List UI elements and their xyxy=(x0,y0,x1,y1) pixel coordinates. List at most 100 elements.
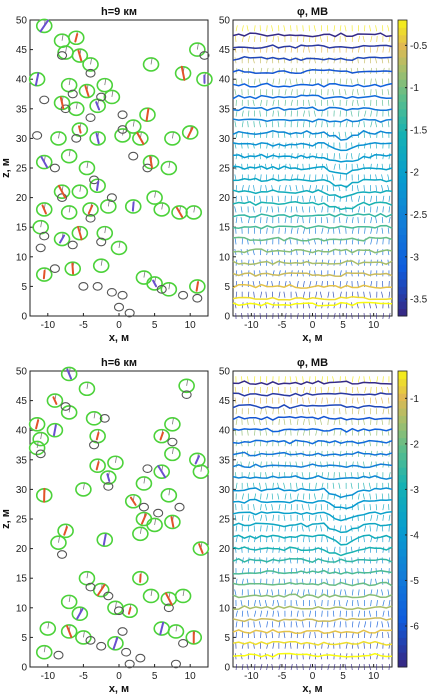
colorbar-segment xyxy=(398,249,407,258)
field-arrow xyxy=(315,504,317,511)
green-circle-marker xyxy=(35,154,53,170)
colorbar-segment xyxy=(398,489,407,498)
field-arrow xyxy=(265,472,267,479)
gray-circle-marker xyxy=(96,237,107,247)
field-arrow xyxy=(369,504,371,511)
field-arrow xyxy=(339,174,342,181)
field-arrow xyxy=(358,376,360,383)
field-arrow xyxy=(339,270,342,277)
colorbar-segment xyxy=(398,197,407,206)
green-circle-marker xyxy=(185,630,203,645)
field-arrow xyxy=(277,35,280,42)
contour-line xyxy=(232,557,393,564)
green-circle-marker xyxy=(75,630,92,645)
field-arrow xyxy=(302,89,305,96)
field-arrow xyxy=(265,504,267,511)
field-arrow xyxy=(234,89,237,96)
gray-circle-marker xyxy=(56,51,68,60)
y-tick-label: 35 xyxy=(16,455,28,466)
field-arrow xyxy=(363,397,365,404)
green-circle-marker xyxy=(53,231,71,247)
field-arrow xyxy=(241,514,244,521)
gray-circle-marker xyxy=(142,464,153,474)
field-arrow xyxy=(290,408,293,415)
chart-title-3: h=6 км xyxy=(101,357,137,369)
discharge-trace xyxy=(131,201,135,212)
gray-circle-marker xyxy=(153,508,164,518)
field-arrow xyxy=(309,217,311,224)
stem-line xyxy=(47,622,50,629)
field-arrow xyxy=(351,429,354,436)
field-arrow xyxy=(327,291,330,298)
field-arrow xyxy=(260,174,262,181)
field-arrow xyxy=(302,621,304,628)
green-circle-marker xyxy=(71,606,89,622)
colorbar-segment xyxy=(398,168,407,176)
field-arrow xyxy=(358,35,360,43)
field-arrow xyxy=(376,227,378,234)
field-arrow xyxy=(259,429,261,436)
field-arrow xyxy=(277,131,280,138)
y-tick-label: 50 xyxy=(219,367,231,378)
x-tick-label: -10 xyxy=(41,320,56,331)
field-arrow xyxy=(266,153,269,160)
discharge-trace xyxy=(35,419,40,430)
field-arrow xyxy=(234,589,237,596)
green-circle-marker xyxy=(92,258,110,273)
field-arrow xyxy=(235,153,238,160)
green-circle-marker xyxy=(181,125,199,140)
field-arrow xyxy=(295,376,298,383)
field-arrow xyxy=(265,185,267,192)
stem-line xyxy=(36,441,39,449)
stem-line xyxy=(83,631,85,638)
contour-line xyxy=(232,106,393,112)
field-arrow xyxy=(295,142,298,149)
gray-circle-marker xyxy=(124,659,135,669)
colorbar-segment xyxy=(398,71,407,80)
gray-circle-marker xyxy=(85,213,96,223)
stem-line xyxy=(86,382,89,389)
green-circle-marker xyxy=(124,199,142,214)
green-circle-marker xyxy=(89,131,106,146)
colorbar-segment xyxy=(398,20,407,28)
discharge-trace xyxy=(76,607,84,620)
field-arrow xyxy=(271,461,274,468)
colorbar-tick-label: -1.5 xyxy=(410,125,428,136)
stem-line xyxy=(172,447,174,454)
field-arrow xyxy=(381,578,384,585)
green-circle-marker xyxy=(142,154,160,170)
field-arrow xyxy=(345,110,348,117)
field-arrow xyxy=(296,195,299,202)
field-arrow xyxy=(364,227,366,234)
field-arrow xyxy=(247,418,249,425)
field-arrow xyxy=(370,238,373,245)
field-arrow xyxy=(369,653,371,660)
plot-area-3 xyxy=(29,370,209,668)
field-arrow xyxy=(332,185,335,192)
discharge-trace xyxy=(95,461,100,471)
colorbar-segment xyxy=(398,27,407,36)
field-arrow xyxy=(259,270,261,277)
y-tick-label: 35 xyxy=(16,104,28,115)
field-arrow xyxy=(295,185,298,192)
field-arrow xyxy=(370,217,373,224)
field-arrow xyxy=(259,153,261,160)
x-tick-label: 5 xyxy=(340,671,346,682)
green-circle-marker xyxy=(82,202,99,217)
field-arrow xyxy=(381,525,384,532)
field-arrow xyxy=(382,195,385,202)
field-arrow xyxy=(241,25,244,32)
field-arrow xyxy=(247,121,249,128)
field-arrow xyxy=(313,206,316,213)
field-arrow xyxy=(388,600,391,607)
field-marks-2 xyxy=(232,25,393,320)
field-arrow xyxy=(252,206,255,213)
chart-title-4: φ, МВ xyxy=(297,357,328,369)
field-arrow xyxy=(358,408,360,415)
field-arrow xyxy=(234,514,237,521)
field-arrow xyxy=(308,110,310,117)
field-arrow xyxy=(265,514,267,521)
field-arrow xyxy=(247,610,249,617)
colorbar-segment xyxy=(398,264,407,273)
field-arrow xyxy=(235,610,238,617)
